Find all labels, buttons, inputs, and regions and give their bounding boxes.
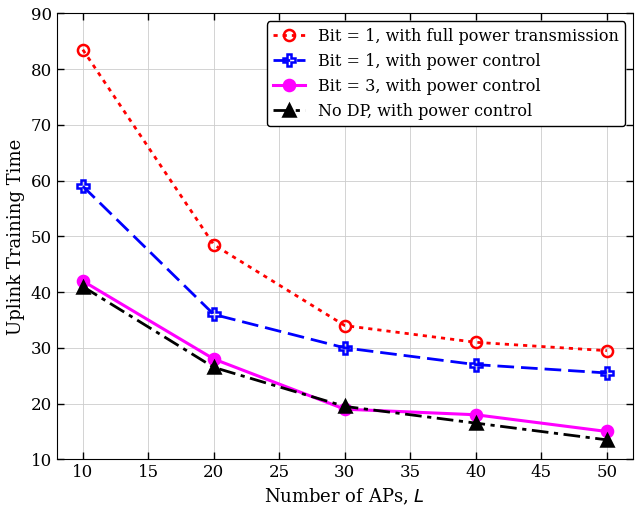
X-axis label: Number of APs, $L$: Number of APs, $L$: [264, 487, 425, 507]
Bit = 1, with power control: [341, 345, 349, 351]
Bit = 1, with full power transmission: [603, 347, 611, 354]
No DP, with power control: [79, 284, 86, 290]
Bit = 3, with power control: [472, 412, 480, 418]
Bit = 1, with power control: [603, 370, 611, 376]
Line: Bit = 1, with power control: Bit = 1, with power control: [77, 180, 613, 379]
Bit = 3, with power control: [341, 406, 349, 412]
Bit = 1, with power control: [210, 311, 218, 318]
Bit = 3, with power control: [210, 356, 218, 362]
No DP, with power control: [210, 364, 218, 371]
Bit = 1, with power control: [472, 361, 480, 368]
Bit = 1, with full power transmission: [472, 339, 480, 345]
Line: No DP, with power control: No DP, with power control: [77, 281, 612, 446]
Bit = 3, with power control: [79, 278, 86, 284]
Y-axis label: Uplink Training Time: Uplink Training Time: [7, 138, 25, 335]
Bit = 1, with full power transmission: [79, 47, 86, 53]
Line: Bit = 1, with full power transmission: Bit = 1, with full power transmission: [77, 44, 612, 356]
No DP, with power control: [341, 403, 349, 410]
Legend: Bit = 1, with full power transmission, Bit = 1, with power control, Bit = 3, wit: Bit = 1, with full power transmission, B…: [267, 22, 625, 126]
Bit = 1, with full power transmission: [341, 322, 349, 328]
Line: Bit = 3, with power control: Bit = 3, with power control: [77, 276, 612, 437]
Bit = 1, with power control: [79, 183, 86, 189]
No DP, with power control: [603, 437, 611, 443]
Bit = 3, with power control: [603, 428, 611, 434]
Bit = 1, with full power transmission: [210, 242, 218, 248]
No DP, with power control: [472, 420, 480, 426]
